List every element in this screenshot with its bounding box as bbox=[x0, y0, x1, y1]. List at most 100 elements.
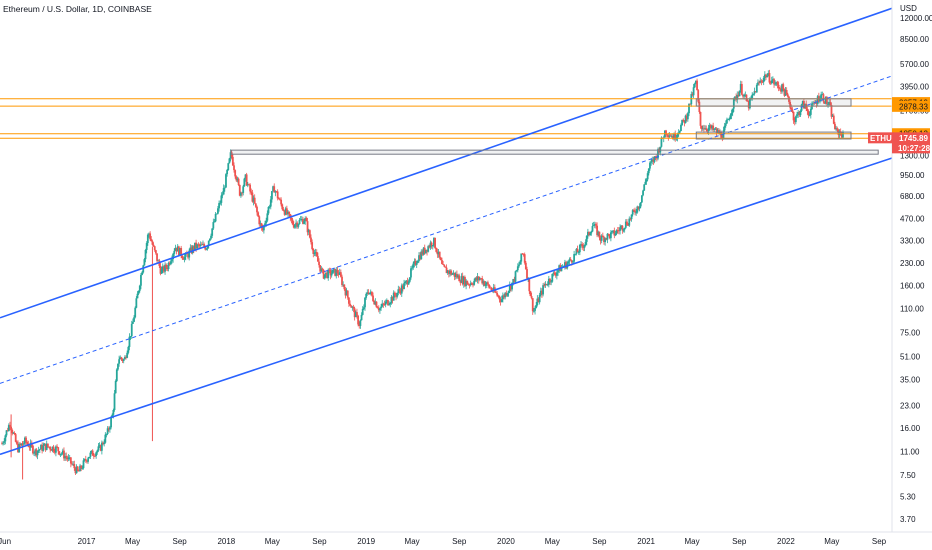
candle-body bbox=[338, 272, 341, 275]
candle-body bbox=[367, 292, 370, 294]
candle-body bbox=[235, 176, 238, 181]
candle-body bbox=[297, 224, 300, 227]
candle-body bbox=[637, 206, 640, 209]
candle-body bbox=[29, 442, 32, 448]
candle-body bbox=[519, 261, 522, 265]
candle-body bbox=[25, 437, 27, 442]
candle-body bbox=[3, 441, 6, 443]
candle-body bbox=[326, 272, 328, 279]
candle-body bbox=[323, 274, 326, 279]
candle-body bbox=[592, 225, 595, 227]
candle-body bbox=[426, 249, 428, 252]
candle-body bbox=[766, 75, 769, 78]
candle-body bbox=[641, 195, 643, 203]
candle-body bbox=[38, 449, 41, 451]
candle-body bbox=[683, 120, 686, 124]
candle-body bbox=[81, 468, 84, 469]
candle-body bbox=[55, 446, 57, 453]
candle-body bbox=[282, 209, 285, 211]
candle-body bbox=[677, 132, 680, 134]
support-box bbox=[695, 131, 852, 140]
candle-body bbox=[749, 98, 751, 109]
candle-body bbox=[399, 290, 402, 294]
candle-body bbox=[350, 305, 353, 308]
candle-body bbox=[77, 470, 80, 472]
candle-body bbox=[123, 357, 126, 360]
candle-body bbox=[723, 125, 726, 131]
candle-body bbox=[203, 244, 206, 247]
candle-body bbox=[433, 237, 435, 246]
x-tick-label: 2019 bbox=[357, 537, 375, 546]
candle-body bbox=[346, 290, 349, 298]
candle-body bbox=[765, 74, 767, 78]
candle-body bbox=[564, 262, 566, 267]
channel-line-middle bbox=[0, 75, 893, 384]
candle-body bbox=[730, 113, 733, 116]
candle-body bbox=[475, 277, 478, 281]
candle-body bbox=[190, 247, 193, 254]
candle-body bbox=[245, 174, 248, 186]
candle-body bbox=[63, 450, 65, 459]
candle-body bbox=[28, 446, 31, 448]
candle-body bbox=[228, 158, 231, 164]
candle-body bbox=[757, 82, 759, 85]
candle-body bbox=[291, 219, 294, 225]
candle-body bbox=[762, 77, 765, 83]
candle-body bbox=[380, 306, 382, 309]
candle-body bbox=[553, 272, 556, 275]
candle-body bbox=[289, 214, 292, 218]
candle-body bbox=[574, 253, 577, 255]
candle-body bbox=[424, 249, 427, 254]
candle-body bbox=[420, 251, 423, 260]
candle-body bbox=[284, 208, 287, 215]
candle-body bbox=[611, 231, 613, 233]
candle-body bbox=[712, 125, 715, 130]
candle-body bbox=[227, 163, 230, 171]
candle-body bbox=[134, 307, 137, 318]
candle-body bbox=[342, 284, 345, 286]
candle-body bbox=[61, 450, 64, 454]
candle-body bbox=[523, 254, 526, 263]
candle-body bbox=[515, 270, 518, 272]
candle-body bbox=[79, 465, 81, 472]
candle-body bbox=[646, 173, 649, 180]
candle-body bbox=[36, 450, 39, 456]
candle-body bbox=[260, 223, 263, 228]
candle-body bbox=[668, 135, 671, 137]
x-tick-label: Sep bbox=[312, 537, 327, 546]
candle-body bbox=[359, 320, 362, 326]
candle-body bbox=[60, 453, 63, 455]
candle-body bbox=[223, 187, 226, 189]
candle-body bbox=[769, 82, 772, 84]
candle-body bbox=[488, 284, 490, 288]
candle-body bbox=[585, 235, 588, 242]
candle-body bbox=[816, 96, 819, 105]
candle-body bbox=[669, 135, 672, 137]
candle-body bbox=[208, 238, 211, 241]
candle-body bbox=[249, 184, 251, 192]
candle-body bbox=[410, 268, 412, 278]
x-tick-label: May bbox=[265, 537, 280, 546]
candle-body bbox=[609, 232, 612, 239]
candle-body bbox=[791, 109, 794, 112]
candle-body bbox=[482, 281, 485, 284]
candle-body bbox=[796, 114, 798, 117]
candle-body bbox=[461, 276, 464, 285]
candle-body bbox=[437, 251, 440, 255]
candle-body bbox=[41, 444, 44, 451]
candle-body bbox=[536, 298, 539, 305]
candle-body bbox=[98, 445, 101, 447]
candle-body bbox=[516, 266, 519, 271]
candle-body bbox=[250, 191, 253, 193]
x-tick-label: Jun bbox=[0, 537, 11, 546]
candle-body bbox=[311, 242, 314, 249]
candle-body bbox=[246, 184, 249, 186]
candle-body bbox=[709, 125, 712, 129]
candle-body bbox=[66, 457, 69, 460]
candle-body bbox=[335, 269, 338, 276]
candle-body bbox=[670, 136, 673, 137]
candle-body bbox=[318, 261, 320, 266]
candle-body bbox=[627, 224, 630, 226]
